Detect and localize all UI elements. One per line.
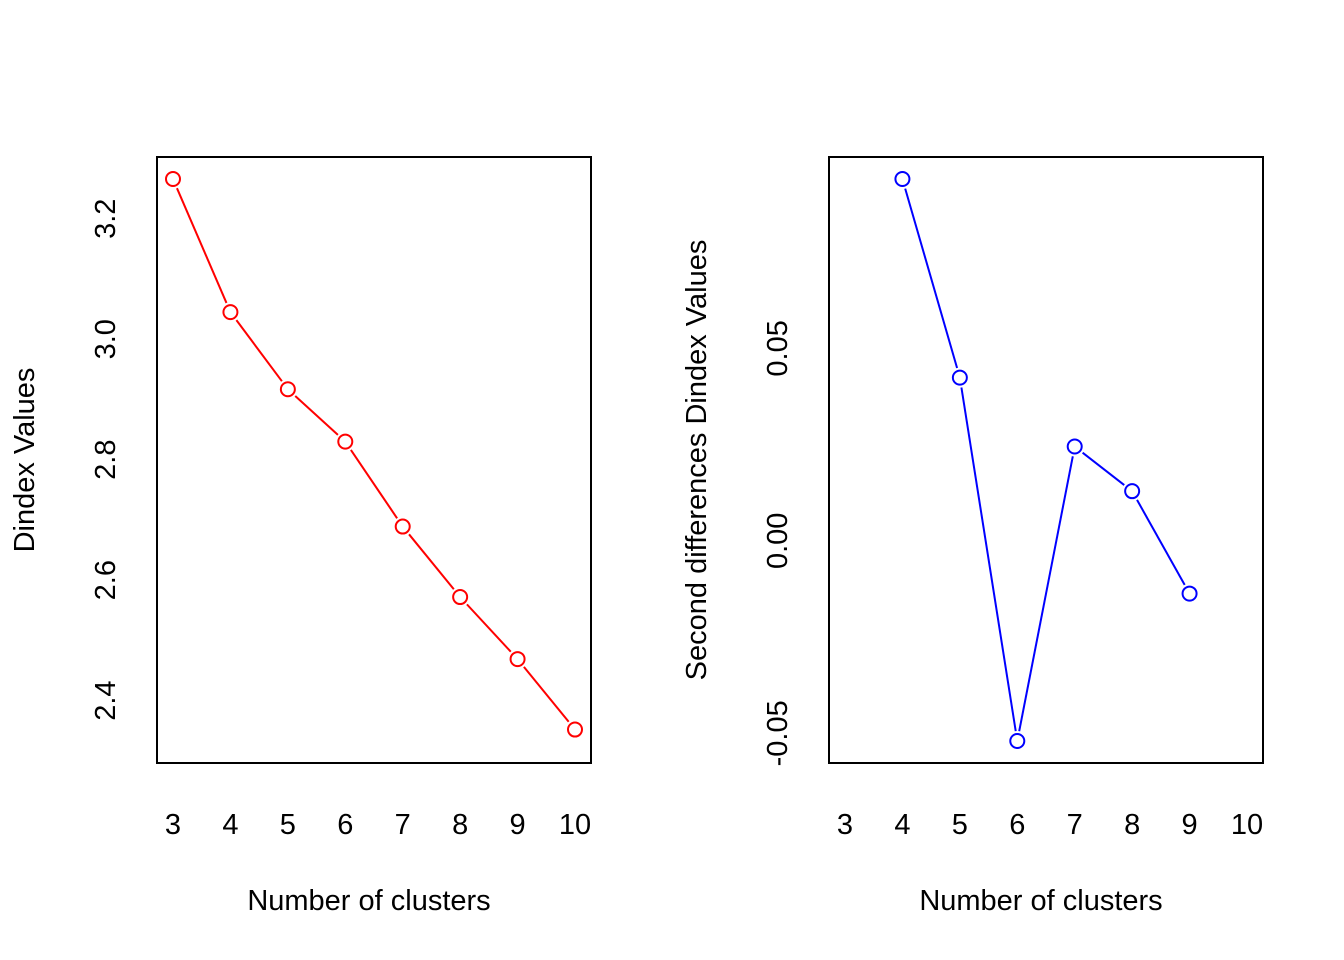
data-point [279,381,296,398]
data-point [1009,733,1026,749]
y-tick-label: 2.4 [90,680,122,720]
series-segment [523,666,570,723]
x-tick-label: 3 [165,809,181,841]
data-point [1066,438,1083,455]
x-tick-label: 8 [452,809,468,841]
second-differences-panel: Number of clusters Second differences Di… [681,156,1264,917]
y-tick-labels: -0.05 0.00 0.05 [762,320,794,766]
x-tick-labels: 3 4 5 6 7 8 9 10 [165,809,591,841]
x-tick-label: 6 [1009,809,1025,841]
x-tick-label: 10 [1231,809,1263,841]
series-points [894,171,1198,749]
data-point [567,721,583,738]
series-segment [176,187,228,304]
y-axis-title: Second differences Dindex Values [681,240,713,681]
dindex-panel: Number of clusters Dindex Values 3 4 5 6 7 8 9… [9,156,592,917]
x-tick-label: 8 [1124,809,1140,841]
series-segment [294,395,339,436]
data-point [1124,483,1141,500]
x-tick-label: 4 [894,809,910,841]
data-point [951,369,968,386]
y-axis-title: Dindex Values [9,368,41,553]
series-segment [408,533,455,590]
series-points [165,171,583,738]
series-segment [466,603,512,653]
y-tick-label: 2.6 [90,560,122,600]
series-segment [1018,456,1074,732]
data-point [1181,585,1198,602]
data-point [337,433,354,450]
x-tick-label: 10 [559,809,591,841]
x-tick-label: 9 [1182,809,1198,841]
x-axis-title: Number of clusters [247,885,490,917]
x-tick-label: 7 [1067,809,1083,841]
x-axis-title: Number of clusters [919,885,1162,917]
data-point [509,651,526,668]
data-point [165,171,181,187]
data-point [894,171,911,187]
series-line [904,188,1186,732]
y-tick-label: 3.2 [90,199,122,239]
plot-frame [156,156,592,764]
y-tick-label: 0.05 [762,320,794,376]
series-line [176,187,570,723]
x-tick-label: 9 [510,809,526,841]
y-tick-label: 0.00 [762,513,794,569]
series-segment [904,188,959,369]
y-tick-label: 2.8 [90,440,122,480]
x-tick-label: 6 [337,809,353,841]
data-point [394,518,411,535]
x-tick-label: 5 [952,809,968,841]
y-tick-labels: 2.4 2.6 2.8 3.0 3.2 [90,199,122,721]
plot-frame [828,156,1264,764]
data-point [222,304,239,321]
x-tick-label: 4 [222,809,238,841]
y-tick-label: -0.05 [762,700,794,766]
y-tick-label: 3.0 [90,319,122,359]
series-segment [350,449,398,519]
x-tick-label: 3 [837,809,853,841]
x-tick-label: 7 [395,809,411,841]
x-tick-labels: 3 4 5 6 7 8 9 10 [837,809,1263,841]
series-segment [235,319,283,382]
series-segment [960,387,1017,732]
x-tick-label: 5 [280,809,296,841]
data-point [452,589,469,606]
series-segment [1136,499,1186,586]
series-segment [1081,451,1125,486]
